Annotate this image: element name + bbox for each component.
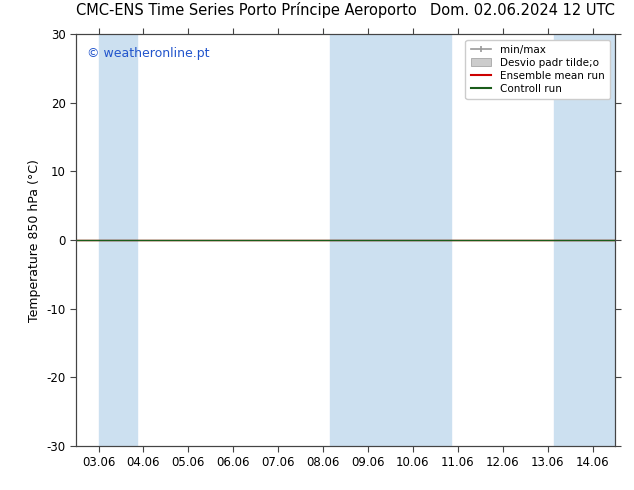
Bar: [554, 34, 631, 446]
Bar: [330, 34, 451, 446]
Text: © weatheronline.pt: © weatheronline.pt: [87, 47, 209, 60]
Legend: min/max, Desvio padr tilde;o, Ensemble mean run, Controll run: min/max, Desvio padr tilde;o, Ensemble m…: [465, 40, 610, 99]
Text: Dom. 02.06.2024 12 UTC: Dom. 02.06.2024 12 UTC: [430, 3, 615, 18]
Text: CMC-ENS Time Series Porto Príncipe Aeroporto: CMC-ENS Time Series Porto Príncipe Aerop…: [76, 2, 417, 18]
Bar: [98, 34, 137, 446]
Y-axis label: Temperature 850 hPa (°C): Temperature 850 hPa (°C): [28, 159, 41, 321]
